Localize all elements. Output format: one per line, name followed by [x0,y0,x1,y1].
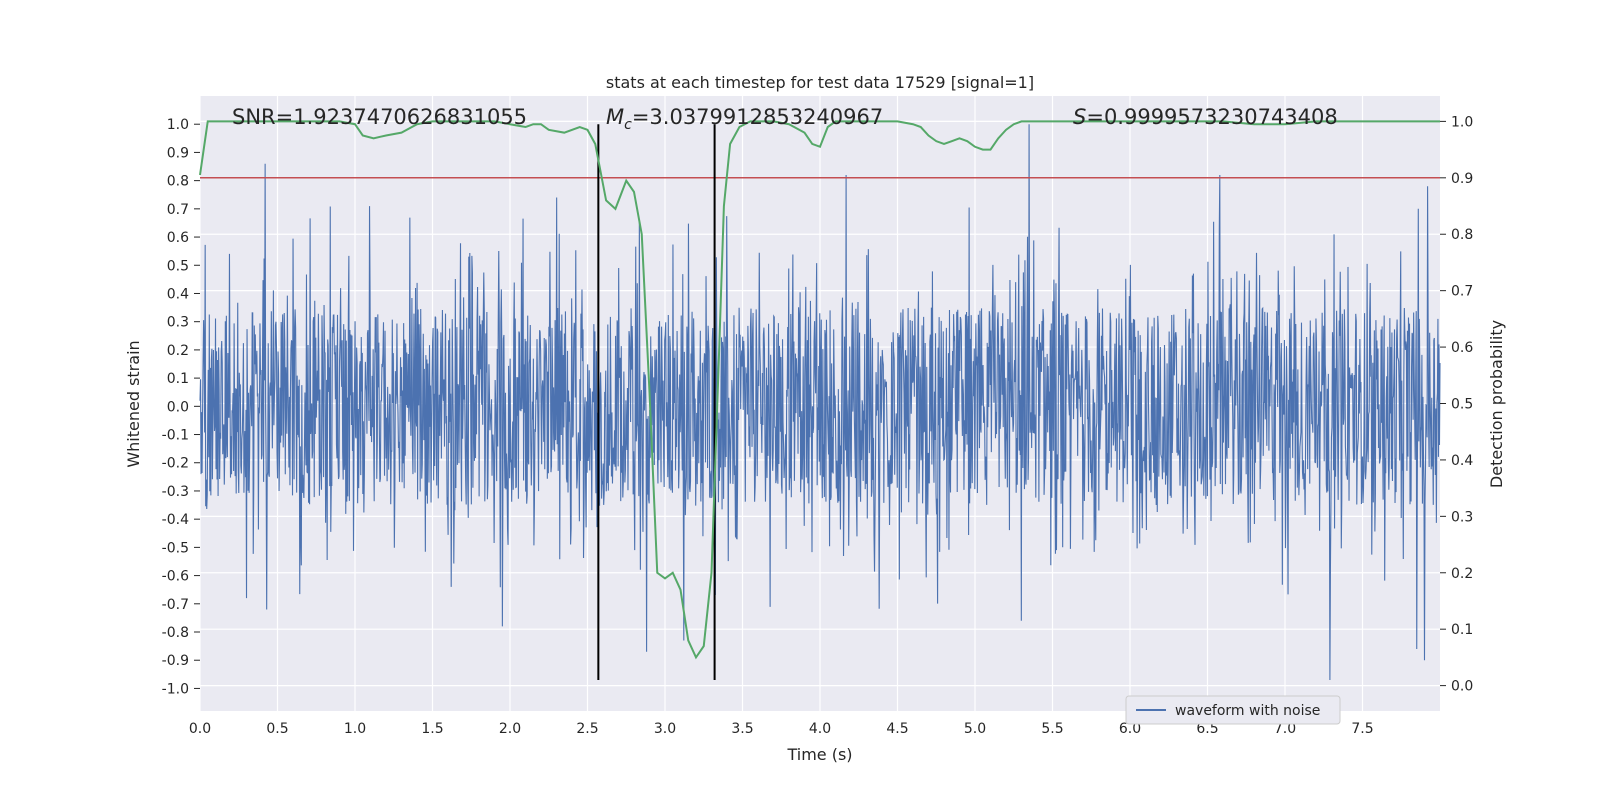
y2-tick-label: 0.1 [1451,622,1473,638]
x-tick-label: 7.0 [1274,721,1296,737]
y-tick-label: 0.7 [167,202,189,218]
y-tick-label: 0.5 [167,258,189,274]
x-tick-label: 0.0 [189,721,211,737]
y-tick-label: 0.6 [167,230,189,246]
y-tick-label: -0.9 [162,653,189,669]
y-tick-label: 0.8 [167,174,189,190]
chirp-mass-symbol: M [606,105,624,129]
y-tick-label: 0.9 [167,145,189,161]
waveform-line [199,124,1441,680]
x-axis-ticks: 0.0 0.5 1.0 1.5 2.0 2.5 3.0 3.5 4.0 4.5 5.0 5.5 6.0 6… [189,721,1374,737]
legend-label: waveform with noise [1175,703,1320,719]
x-tick-label: 6.5 [1196,721,1218,737]
chirp-mass-value: =3.0379912853240967 [632,105,883,129]
y2-axis-ticks: 1.0 0.9 0.8 0.7 0.6 0.5 0.4 0.3 0.2 0.1 0.0 [1440,114,1473,695]
y-axis-ticks: 1.0 0.9 0.8 0.7 0.6 0.5 0.4 0.3 0.2 0.1 0.0 -0.1 -0.… [162,117,200,697]
x-tick-label: 3.5 [731,721,753,737]
y-tick-label: -0.6 [162,569,189,585]
y2-tick-label: 1.0 [1451,114,1473,130]
x-tick-label: 5.0 [964,721,986,737]
y-tick-label: -0.2 [162,456,189,472]
waveform-series [199,124,1441,680]
y-tick-label: -0.4 [162,512,189,528]
x-tick-label: 2.0 [499,721,521,737]
y-tick-label: -0.8 [162,625,189,641]
x-tick-label: 4.0 [809,721,831,737]
detection-probability-line [199,120,1440,660]
chirp-mass-annotation: Mc=3.0379912853240967 [606,105,883,133]
y-tick-label: -0.1 [162,428,189,444]
snr-annotation: SNR=1.9237470626831055 [232,105,527,129]
x-tick-label: 7.5 [1351,721,1373,737]
y-tick-label: 0.0 [167,399,189,415]
y-tick-label: 0.4 [167,286,189,302]
legend-box [1125,695,1341,725]
legend: waveform with noise [1125,695,1341,725]
x-tick-label: 4.5 [886,721,908,737]
x-tick-label: 5.5 [1041,721,1063,737]
chart-title: stats at each timestep for test data 175… [606,73,1034,92]
x-tick-label: 1.5 [421,721,443,737]
y-tick-label: -0.5 [162,540,189,556]
y2-tick-label: 0.0 [1451,679,1473,695]
score-annotation: S=0.9999573230743408 [1073,105,1338,129]
x-tick-label: 6.0 [1119,721,1141,737]
score-value: =0.9999573230743408 [1086,105,1337,129]
y-tick-label: 1.0 [167,117,189,133]
x-tick-label: 2.5 [576,721,598,737]
x-tick-label: 1.0 [344,721,366,737]
y2-tick-label: 0.5 [1451,397,1473,413]
x-tick-label: 3.0 [654,721,676,737]
y2-tick-label: 0.7 [1451,284,1473,300]
y-tick-label: 0.1 [167,371,189,387]
y2-tick-label: 0.2 [1451,566,1473,582]
y-tick-label: -1.0 [162,681,189,697]
y-tick-label: -0.7 [162,597,189,613]
score-symbol: S [1073,105,1086,129]
y2-tick-label: 0.9 [1451,171,1473,187]
y2-tick-label: 0.3 [1451,509,1473,525]
x-axis-label: Time (s) [786,745,852,764]
y2-tick-label: 0.8 [1451,227,1473,243]
x-tick-label: 0.5 [266,721,288,737]
y-tick-label: -0.3 [162,484,189,500]
chirp-mass-subscript: c [624,117,632,133]
y-tick-label: 0.3 [167,315,189,331]
y-axis-label: Whitened strain [124,340,143,467]
y2-axis-label: Detection probability [1487,320,1506,488]
y-tick-label: 0.2 [167,343,189,359]
event-lines [597,124,716,680]
y2-tick-label: 0.4 [1451,453,1473,469]
y2-tick-label: 0.6 [1451,340,1473,356]
